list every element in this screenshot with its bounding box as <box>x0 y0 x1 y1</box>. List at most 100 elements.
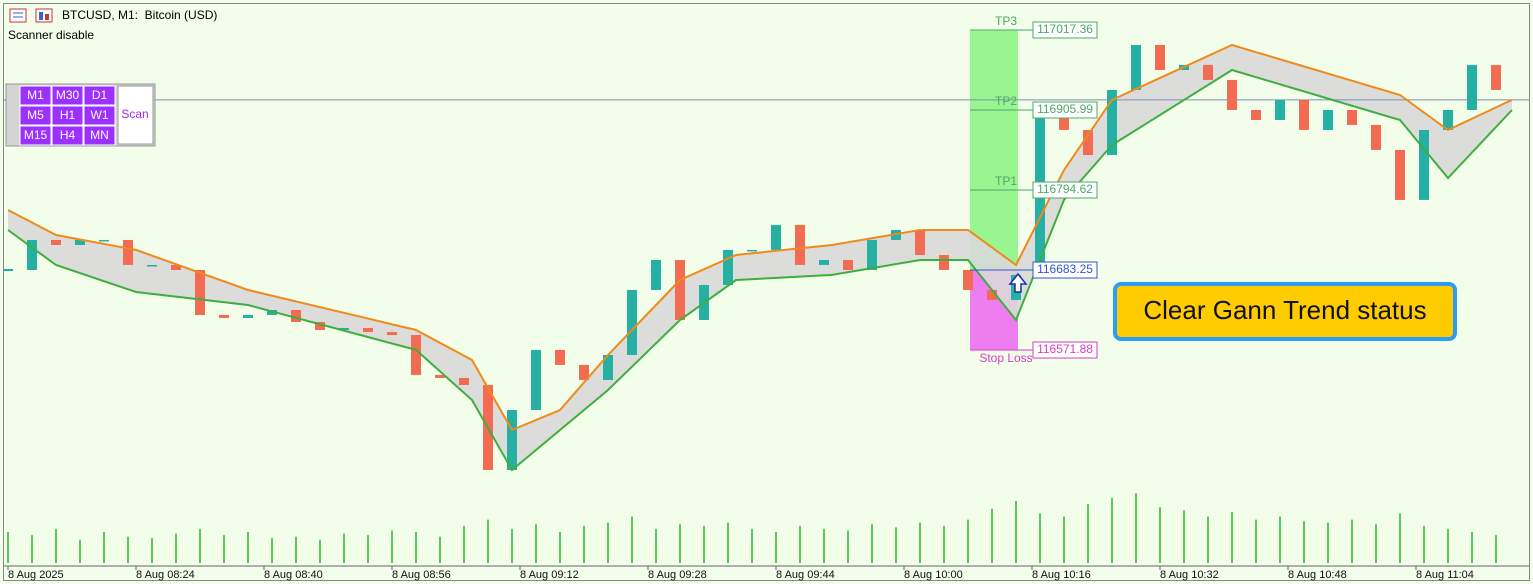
candle-body <box>1323 109 1333 130</box>
chart-frame <box>3 3 1530 581</box>
timeframe-label: W1 <box>91 108 109 122</box>
candle-body <box>675 260 685 320</box>
level-box <box>1032 101 1098 119</box>
timeframe-button[interactable] <box>83 105 116 126</box>
candle-body <box>27 239 37 270</box>
scan-label: Scan <box>121 107 148 121</box>
candle-body <box>387 331 397 336</box>
band-fill <box>8 45 1512 470</box>
candle-body <box>1467 64 1477 110</box>
level-name: TP3 <box>995 14 1017 28</box>
callout: Clear Gann Trend status <box>1113 282 1457 341</box>
timeframe-label: D1 <box>92 88 108 102</box>
candle-body <box>1491 64 1501 90</box>
timeframe-button[interactable] <box>51 85 84 106</box>
timeframe-label: M1 <box>27 88 44 102</box>
level-price: 116905.99 <box>1037 102 1093 116</box>
candle-body <box>747 249 757 252</box>
timeframe-label: M30 <box>56 88 80 102</box>
candle-body <box>963 269 973 290</box>
level-box <box>1032 21 1098 39</box>
upper-line <box>7 43 1513 432</box>
icon <box>39 12 43 20</box>
candle-body <box>1107 89 1117 155</box>
candle-body <box>627 289 637 355</box>
candle-body <box>51 239 61 245</box>
x-tick-label: 8 Aug 09:12 <box>520 569 579 581</box>
timeframe-label: M5 <box>27 108 44 122</box>
icon <box>45 14 49 20</box>
candle-body <box>1251 109 1261 120</box>
timeframe-button[interactable] <box>83 125 116 146</box>
candle-body <box>555 349 565 365</box>
candle-body <box>1059 114 1069 130</box>
candle-body <box>939 254 949 270</box>
level-price: 116794.62 <box>1037 182 1093 196</box>
candle-body <box>363 327 373 332</box>
scan-button[interactable] <box>117 85 154 145</box>
icon <box>9 8 27 23</box>
candle-body <box>99 239 109 242</box>
callout-text: Clear Gann Trend status <box>1143 295 1426 325</box>
candle-body <box>1347 109 1357 125</box>
candle-body <box>819 260 829 265</box>
timeframe-button[interactable] <box>83 85 116 106</box>
icon <box>35 8 53 23</box>
level-name: TP1 <box>995 174 1017 188</box>
candle-body <box>435 374 445 378</box>
timeframe-button[interactable] <box>51 125 84 146</box>
candle-body <box>75 239 85 245</box>
x-tick-label: 8 Aug 10:32 <box>1160 569 1219 581</box>
candle-body <box>795 224 805 265</box>
candle-body <box>195 269 205 315</box>
title-bar: BTCUSD, M1: Bitcoin (USD) Scanner disabl… <box>8 8 217 42</box>
lower-line <box>7 68 1513 472</box>
candle-body <box>243 314 253 318</box>
candle-body <box>123 239 133 265</box>
candle-body <box>3 268 13 271</box>
candle-body <box>219 314 229 318</box>
timeframe-label: MN <box>90 128 109 142</box>
scanner-panel: Scan M1 M30 D1 M5 H1 W1 M15 H4 MN <box>5 83 156 147</box>
candle-body <box>339 327 349 330</box>
level-price: 116683.25 <box>1037 262 1093 276</box>
timeframe-button[interactable] <box>51 105 84 126</box>
entry-arrow <box>1008 272 1028 293</box>
candle-body <box>771 224 781 250</box>
timeframe-button[interactable] <box>19 125 52 146</box>
candle-body <box>651 260 661 290</box>
candle-body <box>1203 64 1213 80</box>
x-tick-label: 8 Aug 08:40 <box>264 569 323 581</box>
level-price: 116571.88 <box>1037 342 1093 356</box>
candle-body <box>579 364 589 380</box>
candle-body <box>1155 44 1165 70</box>
candle-body <box>723 249 733 286</box>
x-tick-label: 8 Aug 09:44 <box>776 569 835 581</box>
x-tick-label: 8 Aug 09:28 <box>648 569 707 581</box>
level-box <box>1032 261 1098 279</box>
candle-body <box>987 289 997 300</box>
timeframe-label: H1 <box>60 108 76 122</box>
timeframe-button[interactable] <box>19 105 52 126</box>
candle-body <box>1371 124 1381 150</box>
candle-body <box>531 349 541 411</box>
candle-body <box>315 322 325 330</box>
plot: TP3 117017.36 TP2 116905.99 TP1 116794.62 Stop… <box>3 14 1529 581</box>
candle-body <box>267 310 277 315</box>
candle-body <box>147 264 157 267</box>
level-price: 117017.36 <box>1037 22 1093 36</box>
status: Scanner disable <box>8 28 94 42</box>
x-tick-label: 8 Aug 10:48 <box>1288 569 1347 581</box>
candle-body <box>171 264 181 270</box>
candle-body <box>915 229 925 255</box>
level-box <box>1032 181 1098 199</box>
candle-body <box>1299 99 1309 130</box>
candle-body <box>867 239 877 270</box>
level-name: Stop Loss <box>979 351 1032 365</box>
timeframe-button[interactable] <box>19 85 52 106</box>
candle-body <box>507 410 517 470</box>
target-zone <box>970 29 1018 271</box>
candle-body <box>411 335 421 375</box>
callout-box <box>1113 282 1457 341</box>
